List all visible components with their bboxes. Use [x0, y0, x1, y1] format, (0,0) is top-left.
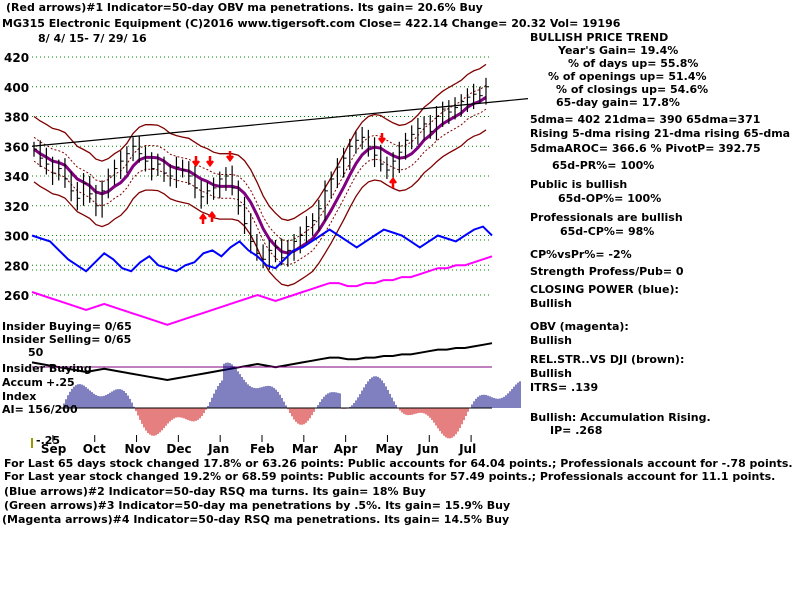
right-panel-line: % of days up= 55.8% — [568, 57, 699, 70]
trend-line — [31, 98, 529, 147]
header-line-2: MG315 Electronic Equipment (C)2016 www.t… — [2, 17, 621, 30]
month-label: Oct — [83, 442, 106, 456]
right-panel-line: 5dmaAROC= 366.6 % PivotP= 392.75 — [530, 142, 761, 155]
price-tick-label: 320 — [4, 200, 29, 214]
price-tick-label: 420 — [4, 51, 29, 65]
price-tick-label: 280 — [4, 259, 29, 273]
right-panel-line: Year's Gain= 19.4% — [558, 44, 679, 57]
right-panel-line: BULLISH PRICE TREND — [530, 31, 669, 44]
signal-arrow — [378, 133, 386, 145]
right-panel-line: CP%vsPr%= -2% — [530, 248, 632, 261]
right-panel-line: Rising 5-dma rising 21-dma rising 65-dma — [530, 127, 791, 140]
price-grid — [32, 56, 492, 296]
signal-arrow — [208, 210, 216, 222]
right-panel-line: 65d-OP%= 100% — [558, 192, 662, 205]
right-panel-line: % of closings up= 54.6% — [556, 83, 709, 96]
insider-buying-label: Insider Buying= 0/65 — [2, 320, 132, 333]
right-panel-line: 65d-PR%= 100% — [552, 159, 655, 172]
month-label: Jun — [416, 442, 439, 456]
accumulation-panel — [60, 362, 521, 439]
closing-power-line — [31, 225, 493, 273]
month-label: Nov — [125, 442, 151, 456]
obv-line — [31, 255, 493, 326]
right-panel-line: Strength Profess/Pub= 0 — [530, 265, 684, 278]
right-panel-line: IP= .268 — [550, 424, 603, 437]
header-line-1: (Red arrows)#1 Indicator=50-day OBV ma p… — [6, 1, 483, 14]
signal-arrow — [206, 156, 214, 168]
signal-arrow — [199, 212, 207, 224]
footer-line: (Blue arrows)#2 Indicator=50-day RSQ ma … — [4, 485, 426, 498]
right-panel-line: % of openings up= 51.4% — [548, 70, 707, 83]
footer-line: (Magenta arrows)#4 Indicator=50-day RSQ … — [2, 513, 510, 526]
price-bars — [33, 77, 489, 270]
price-tick-label: 400 — [4, 81, 29, 95]
footer-line: (Green arrows)#3 Indicator=50-day ma pen… — [4, 499, 511, 512]
right-panel-line: 65-day gain= 17.8% — [556, 96, 680, 109]
index-label: Index — [2, 390, 37, 403]
upper-band — [33, 63, 487, 222]
insider-buying-panel-label: Insider Buying — [2, 362, 92, 375]
right-panel-line: CLOSING POWER (blue): — [530, 283, 679, 296]
minus-25-label: -.25 — [36, 434, 61, 447]
month-label: Dec — [166, 442, 191, 456]
right-panel-line: 5dma= 402 21dma= 390 65dma=371 — [530, 113, 761, 126]
date-range: 8/ 4/ 15- 7/ 29/ 16 — [38, 32, 147, 45]
inner-upper-band — [33, 84, 487, 242]
inner-lower-band — [33, 108, 487, 266]
right-panel-line: Bullish — [530, 297, 572, 310]
right-panel-line: Professionals are bullish — [530, 211, 683, 224]
ai-label: AI= 156/200 — [2, 403, 78, 416]
rel-strength-line — [31, 342, 493, 382]
right-panel-line: Bullish: Accumulation Rising. — [530, 411, 711, 424]
month-label: Mar — [292, 442, 318, 456]
month-label: Sep — [41, 442, 67, 456]
signal-arrow — [192, 156, 200, 168]
price-bands — [31, 63, 529, 287]
month-label: Apr — [334, 442, 358, 456]
month-label: Feb — [250, 442, 275, 456]
right-panel-line: REL.STR..VS DJI (brown): — [530, 353, 685, 366]
footer-line: For Last 65 days stock changed 17.8% or … — [4, 457, 793, 470]
right-panel-line: 65d-CP%= 98% — [560, 225, 655, 238]
indicator-lines — [31, 225, 493, 382]
footer-line: For Last year stock changed 19.2% or 68.… — [4, 470, 776, 483]
price-tick-label: 300 — [4, 230, 29, 244]
signal-arrows — [192, 133, 397, 224]
price-axis: 420 400 380 360 340 320 300 280 260 — [4, 51, 29, 303]
signal-arrow — [389, 176, 397, 188]
price-tick-label: 340 — [4, 170, 29, 184]
price-tick-label: 260 — [4, 289, 29, 303]
insider-selling-label: Insider Selling= 0/65 — [2, 333, 132, 346]
right-panel-line: Bullish — [530, 334, 572, 347]
accum-label: Accum — [2, 376, 43, 389]
price-tick-label: 360 — [4, 140, 29, 154]
right-panel-line: OBV (magenta): — [530, 320, 629, 333]
signal-arrow — [226, 151, 234, 163]
month-axis: Sep Oct Nov Dec Jan Feb Mar Apr May Jun Jul — [31, 435, 476, 456]
month-label: Jul — [458, 442, 476, 456]
right-panel-line: Bullish — [530, 367, 572, 380]
right-panel-line: ITRS= .139 — [530, 381, 599, 394]
ma-65-line — [33, 95, 487, 255]
price-tick-label: 380 — [4, 111, 29, 125]
month-label: Jan — [207, 442, 229, 456]
month-label: May — [375, 442, 403, 456]
lower-band — [33, 129, 487, 287]
plus-25-label: +.25 — [46, 376, 75, 389]
right-panel-line: Public is bullish — [530, 178, 628, 191]
fifty-label: 50 — [28, 346, 44, 359]
